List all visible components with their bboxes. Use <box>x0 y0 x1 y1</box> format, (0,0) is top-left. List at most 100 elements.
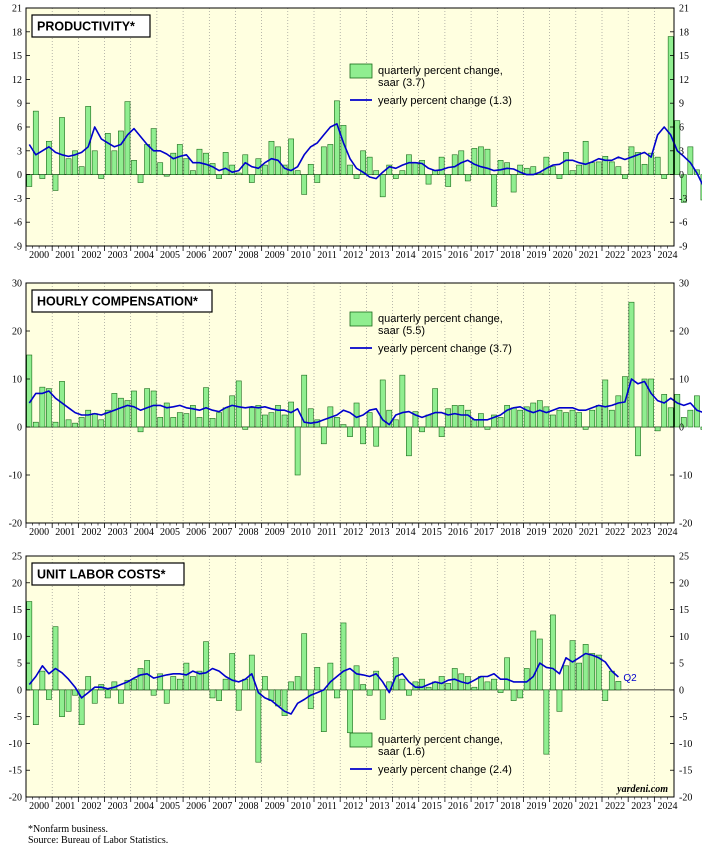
panel-1-bar <box>602 379 609 428</box>
panel-0-bar <box>301 174 308 195</box>
panel-2-bar <box>406 689 412 696</box>
panel-1-bar <box>563 412 569 428</box>
panel-0-year-label: 2013 <box>369 250 389 261</box>
panel-1-bar <box>176 412 183 428</box>
panel-2-bar <box>131 678 137 691</box>
panel-1-title-box <box>31 289 213 313</box>
panel-0-legend-bar-label: quarterly percent change, <box>378 65 503 77</box>
panel-2-bar <box>118 689 124 704</box>
panel-1-year-label: 2005 <box>160 527 180 538</box>
panel-1-bar <box>680 417 687 428</box>
panel-1-year-label: 2000 <box>29 527 49 538</box>
panel-1-ytick-label-right: 0 <box>679 423 684 434</box>
panel-0-bar <box>26 174 33 187</box>
panel-1-bar <box>556 409 563 428</box>
panel-0-bar <box>510 174 517 193</box>
panel-0-bar <box>667 36 674 175</box>
panel-1-bar <box>131 390 137 428</box>
panel-1-bar <box>491 414 497 428</box>
panel-1-bar <box>353 402 360 428</box>
panel-1-bar <box>582 426 589 430</box>
panel-2-bar <box>608 670 615 691</box>
panel-1-bar <box>157 417 164 428</box>
panel-0-bar <box>91 150 98 175</box>
panel-1-bar <box>235 380 242 428</box>
panel-2-bar <box>360 684 366 691</box>
panel-2-ytick-label-right: -10 <box>679 739 692 750</box>
panel-0-bar <box>65 158 72 175</box>
panel-0-bar <box>608 161 615 175</box>
panel-2-bar <box>314 667 321 691</box>
panel-1-bar <box>635 426 641 457</box>
panel-2-bar <box>366 689 373 696</box>
panel-0-ytick-label-right: -3 <box>679 194 687 205</box>
panel-2-bar <box>203 641 209 691</box>
panel-1-bar <box>464 409 471 428</box>
panel-0-ytick-label-left: 21 <box>12 4 22 15</box>
panel-2-ytick-label-right: 0 <box>679 685 684 696</box>
panel-2-frame <box>25 555 675 798</box>
panel-2-ytick-label-right: 25 <box>679 552 689 563</box>
panel-2-ytick-label-right: -20 <box>679 793 692 804</box>
panel-0-bar <box>222 152 229 175</box>
panel-1-legend-bar-label: quarterly percent change, <box>378 313 503 325</box>
panel-2-bar <box>209 689 216 699</box>
panel-0-year-label: 2010 <box>291 250 311 261</box>
panel-2-bar <box>510 689 517 701</box>
panel-0-bar <box>674 120 681 175</box>
panel-2-year-label: 2005 <box>160 801 180 812</box>
panel-0-bar <box>294 170 301 175</box>
panel-0-bar <box>59 117 65 175</box>
panel-1-year-label: 2019 <box>527 527 547 538</box>
panel-0-legend-bar-swatch <box>349 63 373 79</box>
panel-1-bar <box>118 397 124 428</box>
panel-2-bar <box>222 678 229 691</box>
panel-2-bar <box>425 686 432 691</box>
panel-1-bar <box>687 409 694 428</box>
panel-1-bar <box>78 417 85 428</box>
panel-1-bar <box>438 426 445 437</box>
panel-1-ytick-label-left: -10 <box>9 471 22 482</box>
panel-0-year-label: 2000 <box>29 250 49 261</box>
panel-1-bar <box>190 405 196 428</box>
panel-2-bar <box>52 626 59 691</box>
panel-0-year-label: 2016 <box>448 250 468 261</box>
panel-0-yearly-line <box>28 123 702 186</box>
panel-2-bar <box>595 654 602 691</box>
panel-0-bar <box>484 148 491 175</box>
panel-1-year-label: 2022 <box>605 527 625 538</box>
panel-1-bar <box>229 395 236 428</box>
panel-0-bar <box>307 163 314 175</box>
panel-0-bar <box>288 138 294 175</box>
panel-2-year-label: 2017 <box>474 801 494 812</box>
panel-2-legend-bar-label-2: saar (1.6) <box>378 746 425 758</box>
panel-2-ytick-label-right: 5 <box>679 659 684 670</box>
panel-1-year-label: 2004 <box>134 527 154 538</box>
panel-2-year-label: 2012 <box>343 801 363 812</box>
panel-2-bar <box>281 689 288 716</box>
panel-0-bar <box>412 162 419 175</box>
panel-2-bar <box>523 668 530 691</box>
panel-2-bar <box>392 657 399 691</box>
panel-2-year-label: 2006 <box>186 801 206 812</box>
panel-0-bar <box>32 110 39 175</box>
panel-1-year-label: 2003 <box>108 527 128 538</box>
panel-2-bar <box>229 653 236 691</box>
panel-0-bar <box>628 146 635 175</box>
footnote: *Nonfarm business. <box>28 824 108 835</box>
panel-2-bar <box>379 689 386 720</box>
panel-0-bar <box>582 140 589 175</box>
panel-1-year-label: 2016 <box>448 527 468 538</box>
panel-0-bar <box>52 174 59 191</box>
panel-1-bar <box>550 414 556 428</box>
panel-2-bar <box>543 689 550 755</box>
panel-2-ytick-label-right: -5 <box>679 712 687 723</box>
panel-0-bar <box>320 146 327 175</box>
panel-2-ytick-label-right: 20 <box>679 578 689 589</box>
panel-2-bar <box>170 676 177 691</box>
panel-0-bar <box>497 160 504 175</box>
panel-2-bar <box>569 640 576 691</box>
panel-0-bar <box>340 125 347 175</box>
panel-2-bar <box>550 614 556 691</box>
panel-2-ytick-label-right: 15 <box>679 605 689 616</box>
